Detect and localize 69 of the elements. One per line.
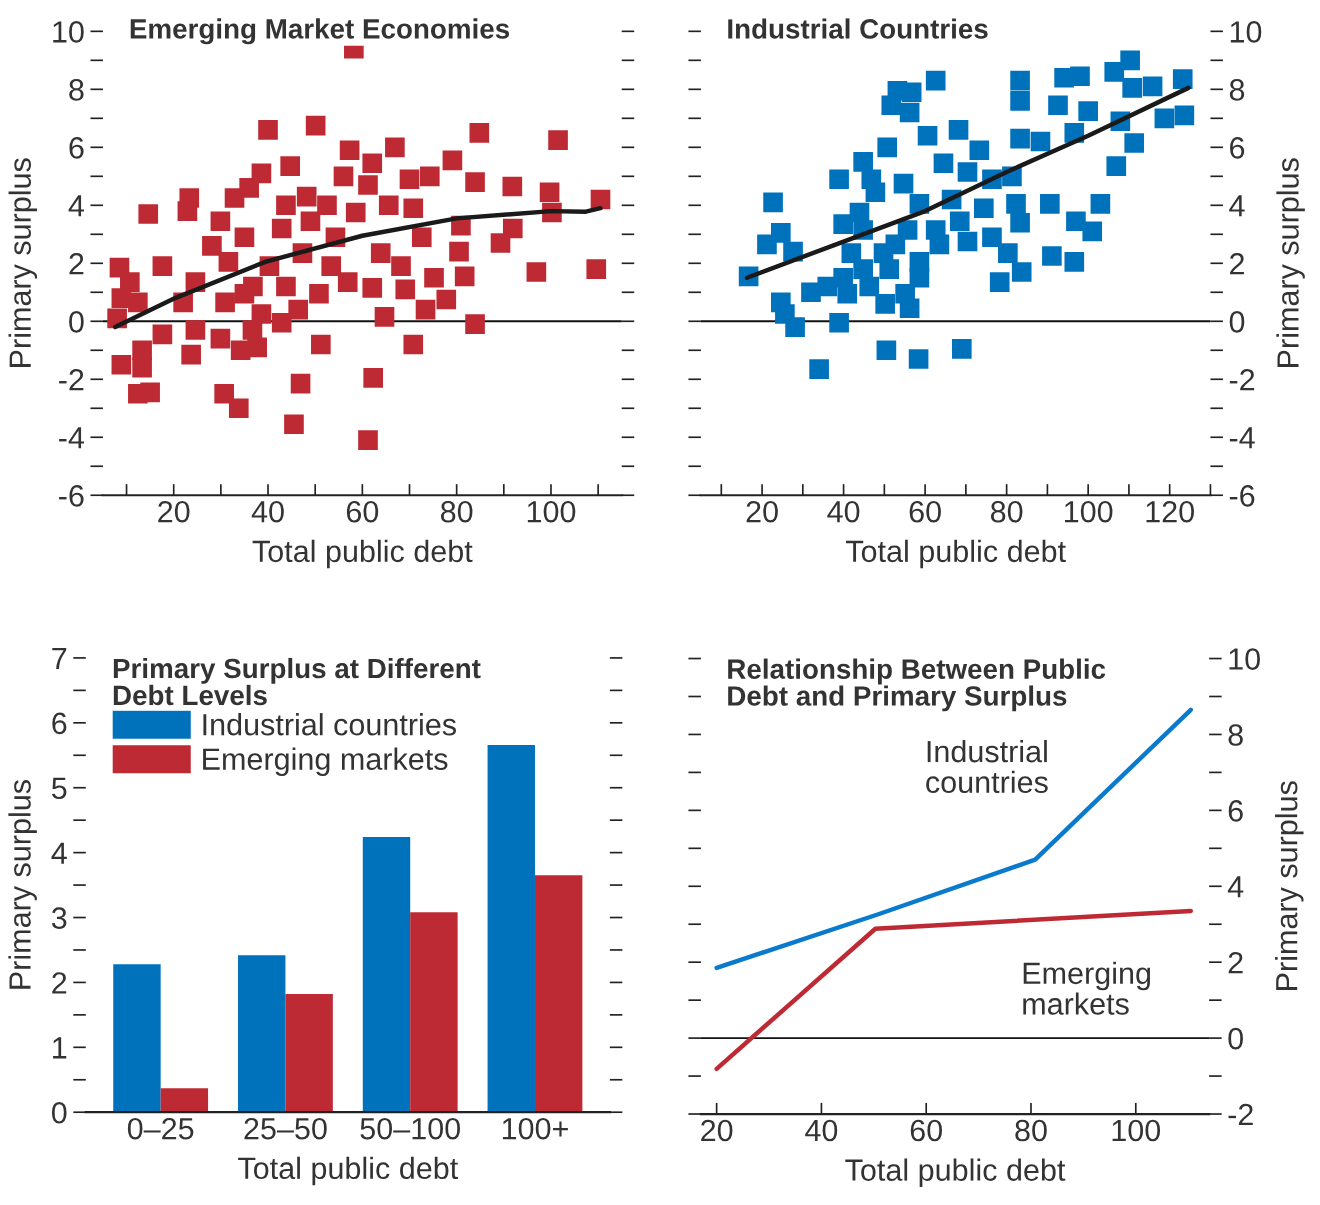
y-tick-label: -6 — [59, 484, 84, 507]
y-tick-label: 4 — [51, 842, 67, 864]
x-tick-label: 25–50 — [244, 1117, 327, 1140]
y2-tick-label: 6 — [1228, 800, 1243, 822]
x-tick-label: 100 — [527, 500, 576, 523]
y2-tick-label: -2 — [1228, 1103, 1253, 1126]
y-tick-label: 6 — [69, 137, 84, 159]
x-tick-label: 40 — [251, 500, 284, 523]
x-tick-label: 60 — [910, 1119, 942, 1142]
y2-tick-label: -6 — [1229, 484, 1255, 507]
chart-title: Primary Surplus at Different Debt Levels — [113, 657, 481, 706]
y2-axis-title: Primary surplus — [1276, 158, 1305, 367]
y2-tick-label: -2 — [1229, 369, 1255, 391]
y-axis-title: Primary surplus — [8, 780, 37, 989]
y-tick-label: 5 — [51, 777, 67, 800]
y-tick-label: 7 — [52, 647, 67, 669]
y-tick-label: 10 — [53, 21, 84, 43]
x-tick-label: 100 — [1065, 500, 1113, 523]
y-tick-label: 4 — [68, 195, 85, 217]
y2-tick-label: 6 — [1230, 137, 1245, 159]
y-axis-title: Primary surplus — [8, 158, 38, 367]
x-tick-label: 80 — [441, 500, 473, 523]
y2-tick-label: 0 — [1228, 1027, 1243, 1050]
y2-tick-label: 4 — [1227, 876, 1244, 898]
chart-title: Relationship Between Public Debt and Primary Surplus — [728, 658, 1106, 712]
y-tick-label: 2 — [69, 253, 84, 275]
x-axis-title: Total public debt — [252, 539, 473, 569]
y-tick-label: 1 — [53, 1037, 67, 1059]
x-tick-label: 50–100 — [360, 1117, 460, 1140]
y-tick-label: 8 — [69, 79, 84, 101]
legend-label: Emerging markets — [203, 747, 448, 777]
y2-tick-label: 4 — [1229, 195, 1245, 217]
y-tick-label: 0 — [51, 1101, 67, 1124]
y-tick-label: -2 — [59, 369, 84, 391]
x-tick-label: 40 — [805, 1119, 838, 1142]
x-axis-title: Total public debt — [845, 539, 1066, 569]
y2-tick-label: 10 — [1230, 21, 1262, 43]
y-tick-label: -4 — [59, 427, 85, 449]
x-tick-label: 80 — [990, 500, 1023, 523]
y2-tick-label: 2 — [1228, 951, 1243, 974]
y2-tick-label: 10 — [1229, 648, 1260, 670]
legend-label: Industrial countries — [203, 713, 456, 736]
y2-tick-label: 2 — [1230, 253, 1244, 275]
chart-title: Emerging Market Economies — [130, 18, 510, 45]
y-tick-label: 2 — [52, 972, 67, 994]
y-tick-label: 0 — [69, 311, 84, 333]
x-tick-label: 80 — [1015, 1119, 1047, 1142]
y-tick-label: 3 — [51, 907, 67, 929]
y2-tick-label: 8 — [1228, 724, 1243, 746]
x-tick-label: 20 — [701, 1119, 733, 1142]
y2-axis-title: Primary surplus — [1275, 781, 1304, 990]
y-tick-label: 6 — [52, 712, 67, 735]
chart-title: Industrial Countries — [728, 18, 988, 39]
x-tick-label: 0–25 — [127, 1117, 194, 1140]
x-tick-label: 40 — [827, 500, 860, 523]
x-axis-title: Total public debt — [845, 1158, 1066, 1187]
x-tick-label: 60 — [346, 500, 379, 523]
y2-tick-label: 8 — [1229, 79, 1245, 101]
x-tick-label: 100 — [1112, 1119, 1161, 1142]
x-tick-label: 100+ — [502, 1117, 568, 1140]
series-label: Industrial countries — [926, 739, 1048, 794]
series-label: Emerging markets — [1023, 961, 1151, 1015]
x-tick-label: 120 — [1146, 500, 1194, 523]
x-tick-label: 20 — [158, 500, 190, 523]
x-axis-title: Total public debt — [238, 1156, 459, 1186]
x-tick-label: 60 — [909, 500, 941, 523]
x-tick-label: 20 — [746, 500, 778, 523]
y2-tick-label: 0 — [1229, 311, 1245, 333]
y2-tick-label: -4 — [1229, 427, 1255, 449]
